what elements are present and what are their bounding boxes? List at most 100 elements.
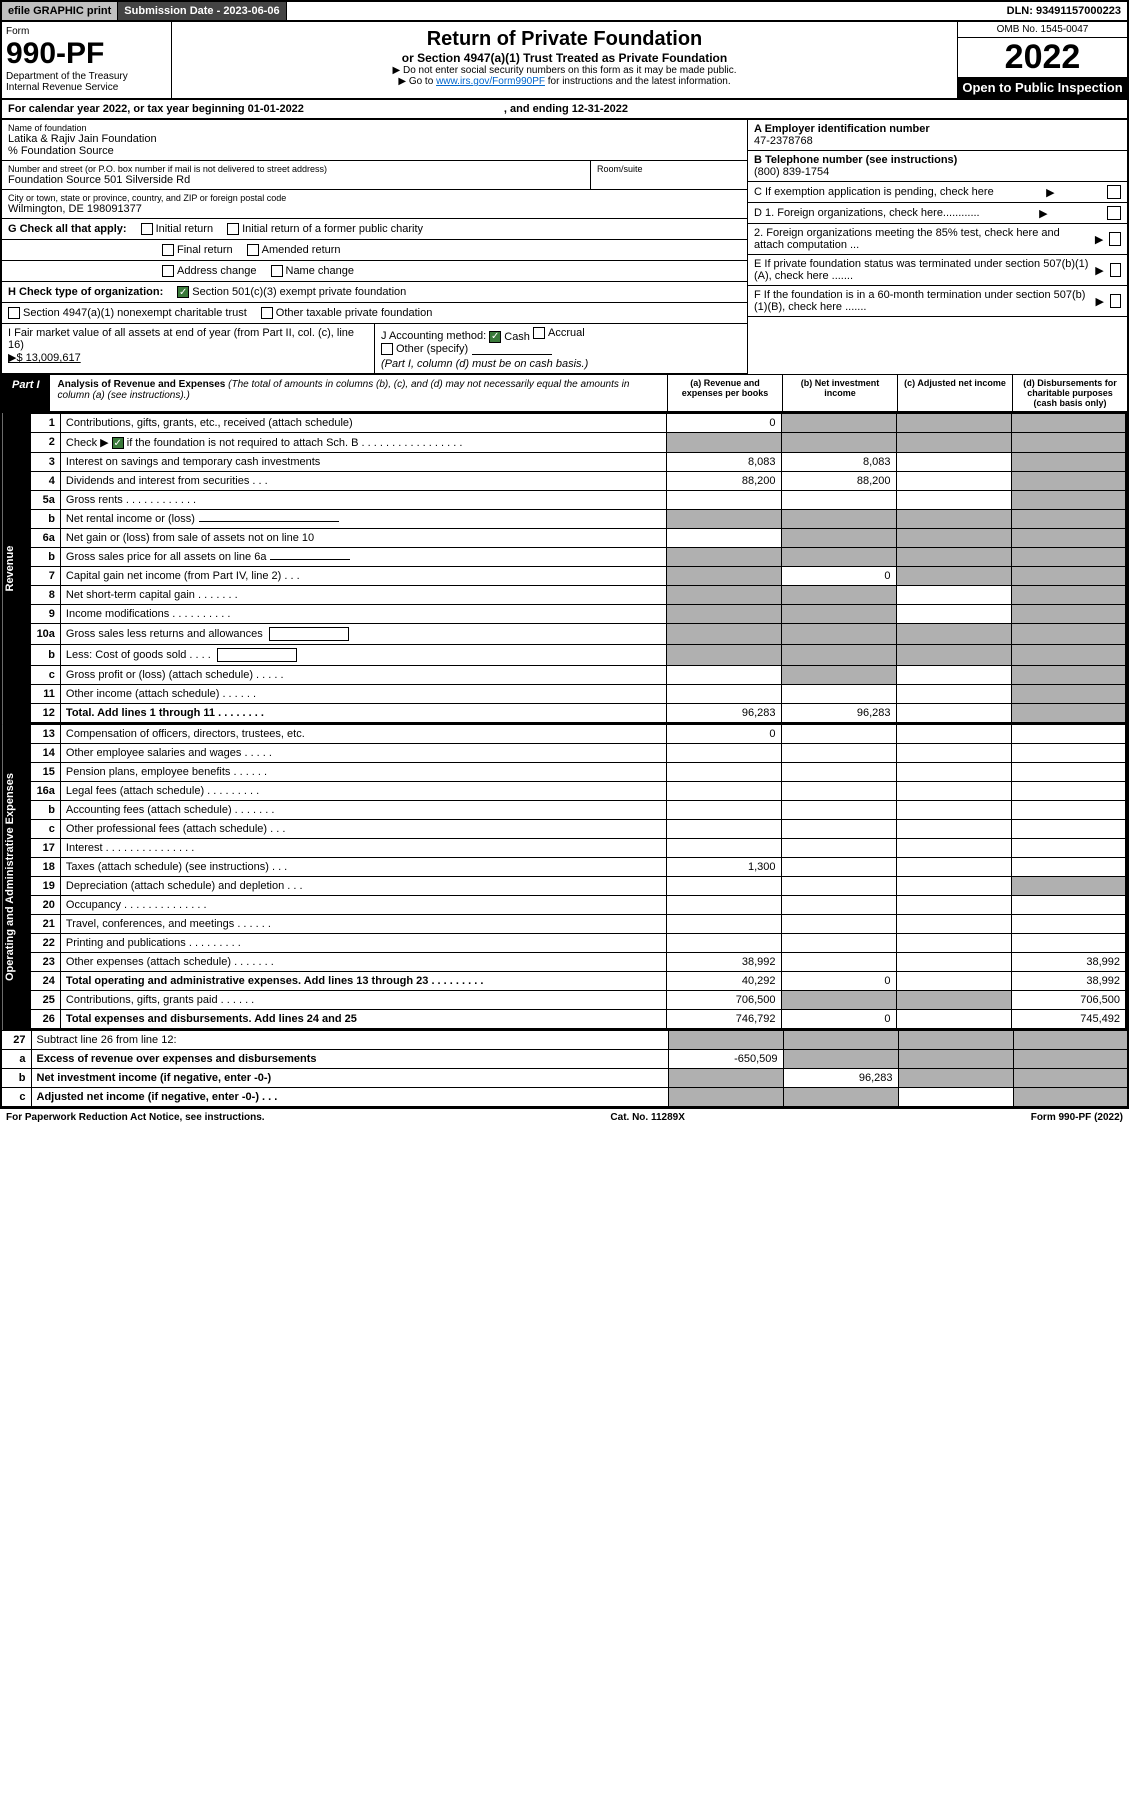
dept-treasury: Department of the Treasury: [6, 71, 167, 82]
initial-former-check[interactable]: Initial return of a former public charit…: [227, 223, 423, 235]
e-label: E If private foundation status was termi…: [754, 258, 1089, 282]
j-note: (Part I, column (d) must be on cash basi…: [381, 358, 588, 370]
h-label: H Check type of organization:: [8, 286, 163, 298]
table-row: 12Total. Add lines 1 through 11 . . . . …: [30, 704, 1126, 724]
i-value: ▶$ 13,009,617: [8, 352, 81, 364]
i-label: I Fair market value of all assets at end…: [8, 327, 354, 351]
part1-header: Part I Analysis of Revenue and Expenses …: [0, 374, 1129, 413]
4947-check[interactable]: Section 4947(a)(1) nonexempt charitable …: [8, 307, 247, 319]
cat-number: Cat. No. 11289X: [610, 1112, 684, 1123]
j-label: J Accounting method:: [381, 330, 486, 342]
efile-print-button[interactable]: efile GRAPHIC print: [2, 2, 118, 20]
room-label: Room/suite: [597, 164, 741, 174]
c-label: C If exemption application is pending, c…: [754, 186, 994, 198]
501c3-check[interactable]: Section 501(c)(3) exempt private foundat…: [177, 286, 406, 298]
omb-number: OMB No. 1545-0047: [958, 22, 1127, 38]
col-a-header: (a) Revenue and expenses per books: [667, 375, 782, 411]
table-row: 7Capital gain net income (from Part IV, …: [30, 567, 1126, 586]
e-checkbox[interactable]: [1110, 263, 1121, 277]
phone-label: B Telephone number (see instructions): [754, 154, 1121, 166]
form-number: 990-PF: [6, 37, 167, 71]
foundation-name-label: Name of foundation: [8, 123, 741, 133]
address: Foundation Source 501 Silverside Rd: [8, 174, 584, 186]
table-row: cAdjusted net income (if negative, enter…: [1, 1088, 1128, 1108]
table-row: 17Interest . . . . . . . . . . . . . . .: [30, 839, 1126, 858]
phone-value: (800) 839-1754: [754, 166, 1121, 178]
table-row: 11Other income (attach schedule) . . . .…: [30, 685, 1126, 704]
form-label: Form: [6, 26, 167, 37]
table-row: 24Total operating and administrative exp…: [30, 972, 1126, 991]
table-row: 15Pension plans, employee benefits . . .…: [30, 763, 1126, 782]
table-row: 18Taxes (attach schedule) (see instructi…: [30, 858, 1126, 877]
revenue-table: 1Contributions, gifts, grants, etc., rec…: [29, 413, 1127, 725]
cash-check[interactable]: Cash: [489, 331, 530, 343]
tax-year: 2022: [958, 38, 1127, 77]
form-title: Return of Private Foundation: [178, 28, 951, 51]
page-footer: For Paperwork Reduction Act Notice, see …: [0, 1108, 1129, 1126]
section-h: H Check type of organization: Section 50…: [2, 282, 747, 303]
revenue-side-label: Revenue: [2, 413, 29, 725]
form-subtitle: or Section 4947(a)(1) Trust Treated as P…: [178, 51, 951, 65]
summary-table: 27Subtract line 26 from line 12: aExcess…: [0, 1030, 1129, 1108]
d2-label: 2. Foreign organizations meeting the 85%…: [754, 227, 1089, 251]
g-label: G Check all that apply:: [8, 223, 127, 235]
ssn-warning: ▶ Do not enter social security numbers o…: [178, 65, 951, 76]
table-row: aExcess of revenue over expenses and dis…: [1, 1050, 1128, 1069]
table-row: 26Total expenses and disbursements. Add …: [30, 1010, 1126, 1030]
dln: DLN: 93491157000223: [1001, 2, 1127, 20]
table-row: cOther professional fees (attach schedul…: [30, 820, 1126, 839]
other-method-check[interactable]: Other (specify): [381, 343, 468, 355]
accrual-check[interactable]: Accrual: [533, 327, 585, 339]
col-c-header: (c) Adjusted net income: [897, 375, 1012, 411]
open-public-badge: Open to Public Inspection: [958, 77, 1127, 98]
final-return-check[interactable]: Final return: [162, 244, 233, 256]
f-checkbox[interactable]: [1110, 294, 1121, 308]
section-g: G Check all that apply: Initial return I…: [2, 219, 747, 240]
table-row: 22Printing and publications . . . . . . …: [30, 934, 1126, 953]
table-row: bNet investment income (if negative, ent…: [1, 1069, 1128, 1088]
table-row: 16aLegal fees (attach schedule) . . . . …: [30, 782, 1126, 801]
f-label: F If the foundation is in a 60-month ter…: [754, 289, 1089, 313]
table-row: 14Other employee salaries and wages . . …: [30, 744, 1126, 763]
table-row: 2Check ▶ if the foundation is not requir…: [30, 432, 1126, 453]
table-row: cGross profit or (loss) (attach schedule…: [30, 666, 1126, 685]
table-row: 27Subtract line 26 from line 12:: [1, 1031, 1128, 1050]
schb-check[interactable]: [112, 437, 124, 449]
foundation-name: Latika & Rajiv Jain Foundation: [8, 133, 741, 145]
table-row: bGross sales price for all assets on lin…: [30, 548, 1126, 567]
col-d-header: (d) Disbursements for charitable purpose…: [1012, 375, 1127, 411]
table-row: 20Occupancy . . . . . . . . . . . . . .: [30, 896, 1126, 915]
d1-checkbox[interactable]: [1107, 206, 1121, 220]
col-b-header: (b) Net investment income: [782, 375, 897, 411]
amended-return-check[interactable]: Amended return: [247, 244, 341, 256]
expenses-side-label: Operating and Administrative Expenses: [2, 724, 29, 1030]
paperwork-notice: For Paperwork Reduction Act Notice, see …: [6, 1112, 265, 1123]
table-row: 9Income modifications . . . . . . . . . …: [30, 605, 1126, 624]
d2-checkbox[interactable]: [1109, 232, 1121, 246]
form990pf-link[interactable]: www.irs.gov/Form990PF: [436, 76, 545, 87]
table-row: 19Depreciation (attach schedule) and dep…: [30, 877, 1126, 896]
table-row: bLess: Cost of goods sold . . . .: [30, 645, 1126, 666]
other-taxable-check[interactable]: Other taxable private foundation: [261, 307, 433, 319]
initial-return-check[interactable]: Initial return: [141, 223, 213, 235]
ein-value: 47-2378768: [754, 135, 1121, 147]
table-row: 5aGross rents . . . . . . . . . . . .: [30, 491, 1126, 510]
calendar-year-row: For calendar year 2022, or tax year begi…: [0, 100, 1129, 120]
part1-title: Analysis of Revenue and Expenses: [58, 379, 226, 390]
submission-date: Submission Date - 2023-06-06: [118, 2, 286, 20]
city-label: City or town, state or province, country…: [8, 193, 741, 203]
table-row: 3Interest on savings and temporary cash …: [30, 453, 1126, 472]
irs-label: Internal Revenue Service: [6, 82, 167, 93]
name-change-check[interactable]: Name change: [271, 265, 355, 277]
d1-label: D 1. Foreign organizations, check here..…: [754, 207, 980, 219]
care-of: % Foundation Source: [8, 145, 741, 157]
table-row: 21Travel, conferences, and meetings . . …: [30, 915, 1126, 934]
form-ref: Form 990-PF (2022): [1031, 1112, 1123, 1123]
table-row: 6aNet gain or (loss) from sale of assets…: [30, 529, 1126, 548]
part1-tab: Part I: [2, 375, 50, 411]
table-row: 23Other expenses (attach schedule) . . .…: [30, 953, 1126, 972]
c-checkbox[interactable]: [1107, 185, 1121, 199]
address-label: Number and street (or P.O. box number if…: [8, 164, 584, 174]
table-row: 13Compensation of officers, directors, t…: [30, 725, 1126, 744]
address-change-check[interactable]: Address change: [162, 265, 257, 277]
